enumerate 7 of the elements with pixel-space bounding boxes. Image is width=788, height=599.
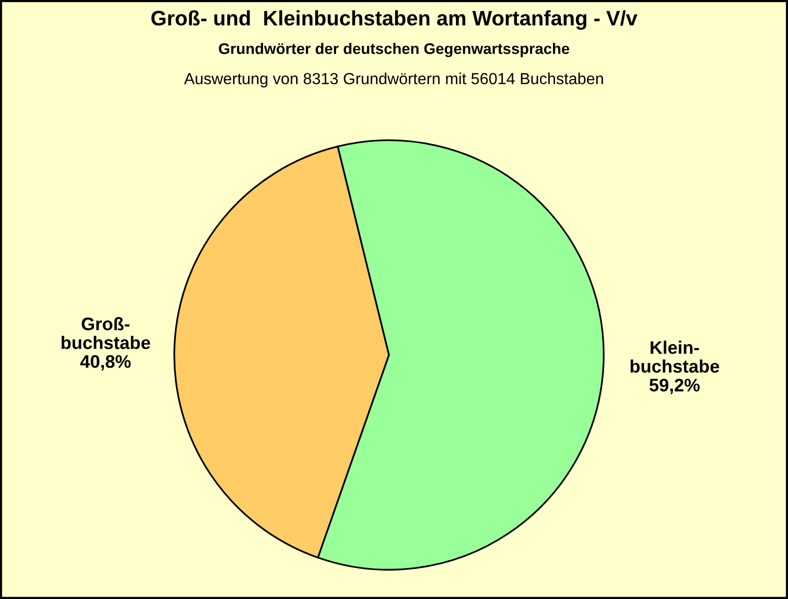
slice-label: Groß- buchstabe	[62, 317, 150, 350]
data-label: 40,8%	[80, 355, 131, 371]
chart-title: Groß- und Kleinbuchstaben am Wortanfang - V/v	[151, 10, 638, 30]
text: Auswertung von 8313 Grundwörtern mit 56014 Buchstaben	[184, 72, 603, 88]
slice-label: Klein- buchstabe	[630, 340, 720, 373]
chart-subtitle: Grundwörter der deutschen Gegenwartssprache	[218, 42, 570, 58]
data-label: 59,2%	[650, 378, 700, 394]
